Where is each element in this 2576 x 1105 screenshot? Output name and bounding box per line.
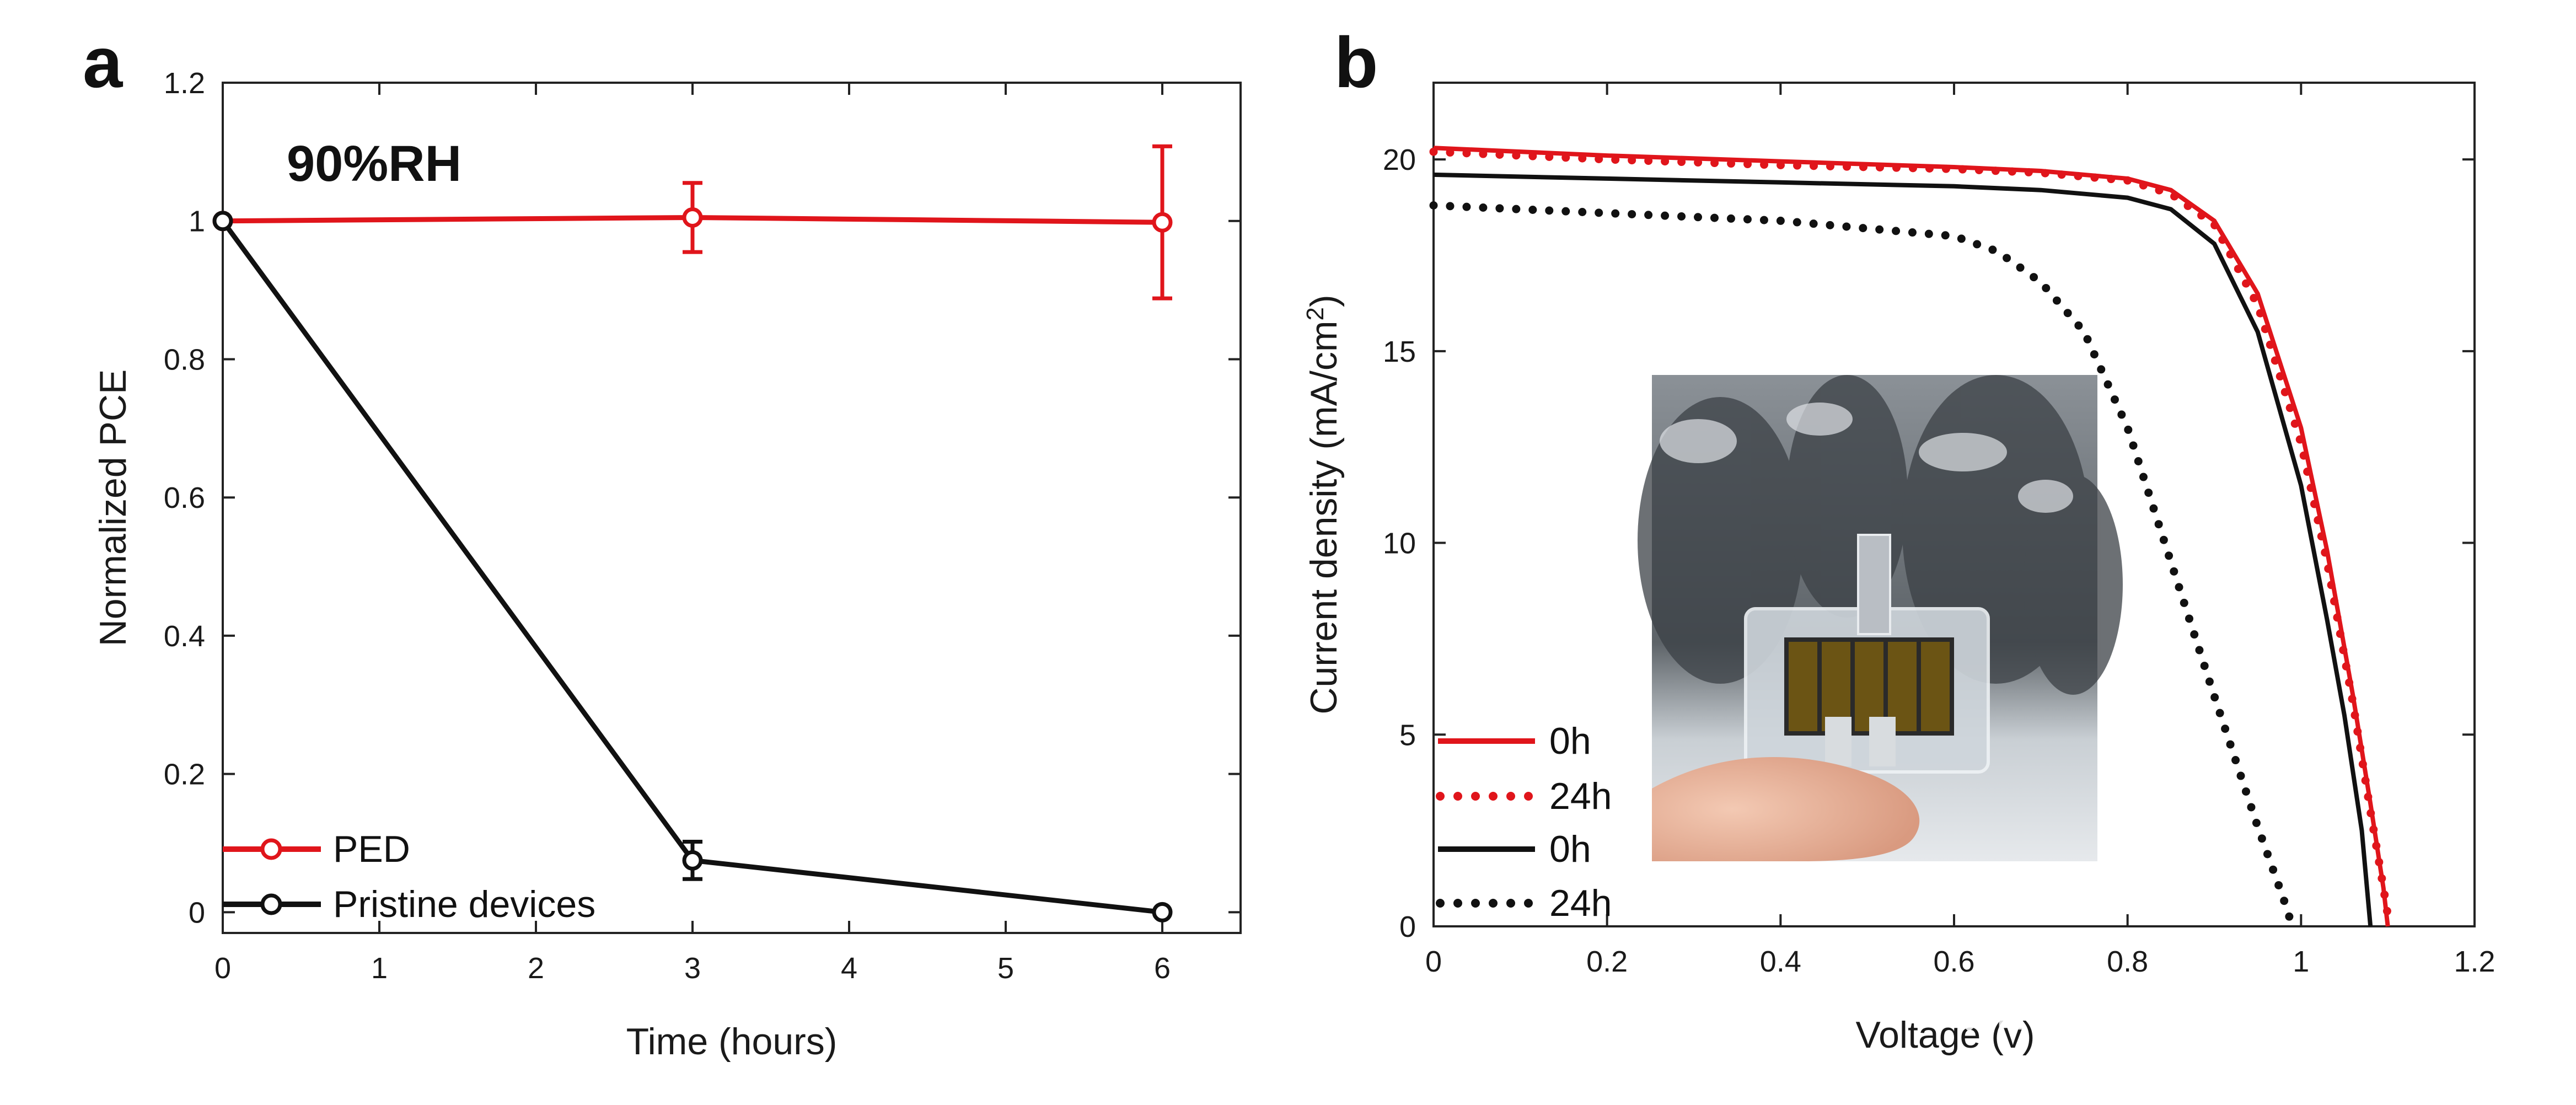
y-tick-label: 20 xyxy=(1383,143,1416,176)
data-point xyxy=(1152,212,1173,233)
panel-a-y-axis-label: Normalized PCE xyxy=(92,369,134,647)
series-curve-black-24h xyxy=(1429,201,2297,931)
inset-photo-snow-patches xyxy=(1660,403,2073,513)
data-point xyxy=(682,850,703,871)
inset-photo xyxy=(1638,375,2123,861)
watermark: 知乎 @美能能源 xyxy=(1963,967,2445,1041)
panel-a-ticks: 0 1 2 3 4 5 6 0 0.2 0.4 0.6 0.8 1 1.2 xyxy=(164,67,1241,985)
x-tick-label: 3 xyxy=(684,952,701,985)
legend-item-black-0h: 0h xyxy=(1438,828,1591,870)
panel-b-y-axis-label-sup: 2 xyxy=(1302,307,1329,320)
series-curve-black-0h xyxy=(1433,172,2373,927)
legend-item-red-24h: 24h xyxy=(1436,775,1612,817)
panel-b-ticks: 0 0.2 0.4 0.6 0.8 1 1.2 0 5 10 15 20 xyxy=(1383,83,2496,978)
x-tick-label: 0 xyxy=(1425,945,1442,978)
x-tick-label: 1 xyxy=(2293,945,2309,978)
panel-b-letter: b xyxy=(1334,22,1378,103)
x-tick-label: 0 xyxy=(214,952,231,985)
panel-a-chart: 0 1 2 3 4 5 6 0 0.2 0.4 0.6 0.8 1 1.2 90%RH Time (hou… xyxy=(92,67,1242,1063)
panel-a-annotation: 90%RH xyxy=(287,136,461,192)
inset-device-ribbon-top xyxy=(1857,534,1891,635)
x-tick-label: 0.2 xyxy=(1586,945,1628,978)
legend-label-red-0h: 0h xyxy=(1549,720,1591,762)
legend-label-pristine-devices: Pristine devices xyxy=(333,883,595,925)
x-tick-label: 1 xyxy=(371,952,388,985)
legend-marker-ped xyxy=(260,838,282,860)
panel-b-series xyxy=(1429,146,2394,931)
legend-label-ped: PED xyxy=(333,828,410,870)
legend-item-pristine-devices: Pristine devices xyxy=(223,883,595,925)
data-point xyxy=(1152,902,1173,922)
x-tick-label: 0.6 xyxy=(1933,945,1974,978)
legend-label-red-24h: 24h xyxy=(1549,775,1612,817)
panel-b-y-axis-label-main: Current density (mA/cm xyxy=(1303,320,1345,714)
y-tick-label: 0 xyxy=(1399,910,1416,943)
y-tick-label: 1.2 xyxy=(164,67,205,100)
x-tick-label: 6 xyxy=(1154,952,1171,985)
inset-device-tab-left xyxy=(1825,717,1852,766)
y-tick-label: 0.4 xyxy=(164,620,205,653)
y-tick-label: 10 xyxy=(1383,527,1416,560)
legend-label-black-0h: 0h xyxy=(1549,828,1591,870)
panel-b-y-axis-label: Current density (mA/cm2) xyxy=(1302,294,1345,714)
y-tick-label: 0 xyxy=(189,896,205,929)
y-tick-label: 15 xyxy=(1383,335,1416,368)
inset-photo-hand xyxy=(1652,757,1920,861)
panel-a-legend: PED Pristine devices xyxy=(223,828,595,925)
panel-b-y-axis-label-tail: ) xyxy=(1303,294,1345,307)
series-curve-red-24h xyxy=(1429,147,2394,931)
legend-item-red-0h: 0h xyxy=(1438,720,1591,762)
inset-device-tab-right xyxy=(1869,717,1896,766)
legend-item-ped: PED xyxy=(223,828,410,870)
panel-a-letter: a xyxy=(83,22,124,103)
panel-a-frame xyxy=(222,82,1242,934)
x-tick-label: 1.2 xyxy=(2454,945,2495,978)
y-tick-label: 0.8 xyxy=(164,343,205,376)
y-tick-label: 0.6 xyxy=(164,481,205,514)
y-tick-label: 1 xyxy=(189,205,205,238)
data-point xyxy=(682,207,703,228)
legend-label-black-24h: 24h xyxy=(1549,882,1612,924)
legend-marker-pristine-devices xyxy=(260,893,282,915)
x-tick-label: 5 xyxy=(997,952,1014,985)
x-tick-label: 0.8 xyxy=(2107,945,2148,978)
legend-item-black-24h: 24h xyxy=(1436,882,1612,924)
series-line-pristine-devices xyxy=(221,219,1163,915)
y-tick-label: 0.2 xyxy=(164,758,205,791)
x-tick-label: 0.4 xyxy=(1760,945,1801,978)
data-point xyxy=(212,211,233,232)
y-tick-label: 5 xyxy=(1399,718,1416,752)
panel-b-x-axis-label: Voltage (v) xyxy=(1855,1014,2035,1056)
x-tick-label: 2 xyxy=(528,952,544,985)
panel-b-chart: 0 0.2 0.4 0.6 0.8 1 1.2 0 5 10 15 20 xyxy=(1302,82,2496,1056)
x-tick-label: 4 xyxy=(841,952,857,985)
panel-b-legend: 0h 24h 0h 24h xyxy=(1436,720,1612,924)
panel-a-series xyxy=(212,144,1173,922)
panel-a-x-axis-label: Time (hours) xyxy=(626,1021,838,1063)
